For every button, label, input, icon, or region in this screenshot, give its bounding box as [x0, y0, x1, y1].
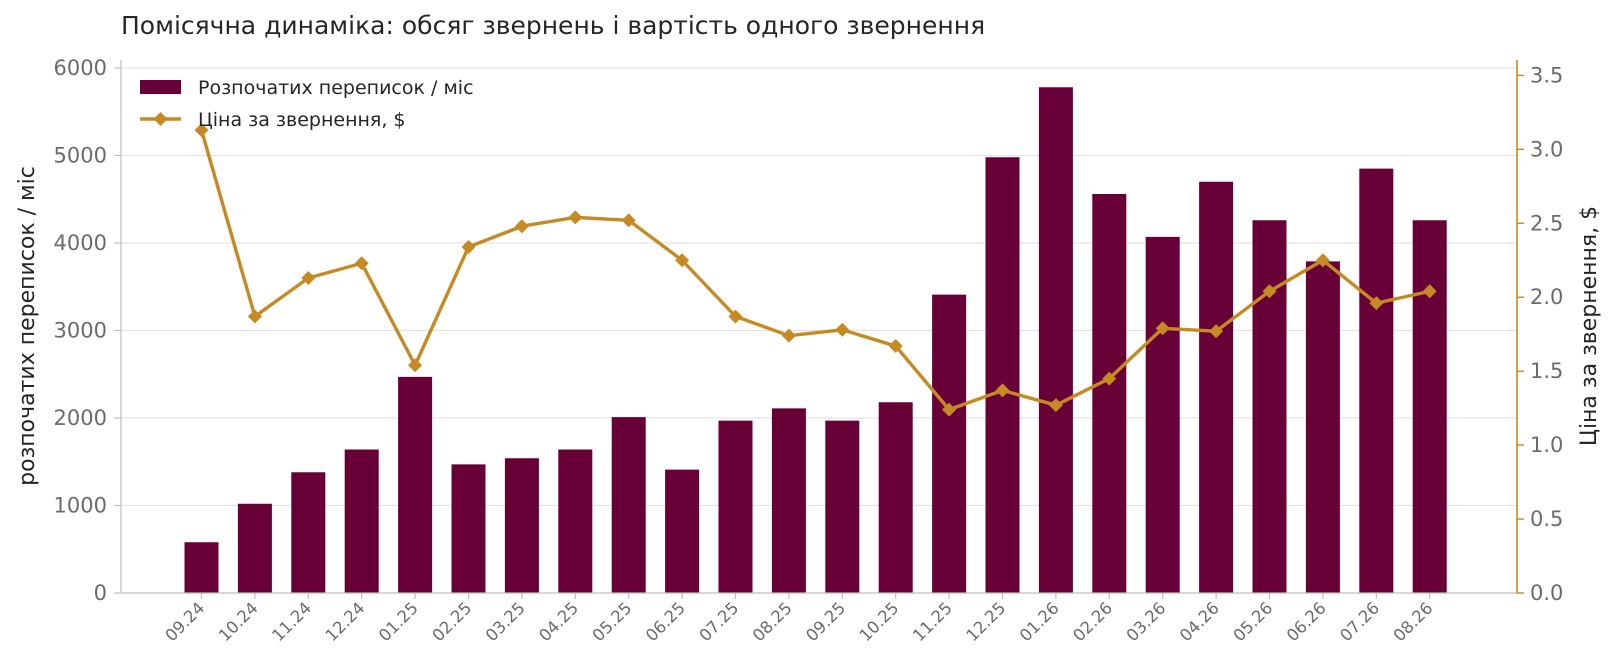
x-tick-label: 01.25: [375, 598, 422, 645]
legend-line-marker: [153, 112, 168, 126]
price-point: [621, 213, 636, 228]
x-tick-label: 12.25: [962, 598, 1009, 645]
bar: [1412, 220, 1447, 593]
x-tick-label: 04.25: [535, 598, 582, 645]
bar-series: [184, 87, 1447, 593]
price-point: [194, 123, 209, 138]
x-tick-label: 07.25: [695, 598, 742, 645]
bar: [611, 417, 646, 593]
price-point: [1315, 253, 1330, 268]
right-tick-label: 2.5: [1530, 211, 1563, 235]
price-point: [1102, 371, 1117, 386]
x-tick-label: 02.25: [428, 598, 475, 645]
left-tick-label: 5000: [54, 144, 107, 168]
bar: [291, 472, 326, 593]
bar: [665, 469, 700, 593]
bar: [504, 458, 539, 593]
x-tick-label: 05.26: [1229, 598, 1276, 645]
bar: [1199, 181, 1234, 593]
x-tick-label: 12.24: [322, 598, 369, 645]
x-tick-label: 06.26: [1283, 598, 1330, 645]
left-axis-label: розпочатих переписок / міс: [15, 166, 40, 486]
right-tick-label: 1.5: [1530, 359, 1563, 383]
bar: [825, 420, 860, 593]
bar: [1252, 220, 1287, 593]
x-tick-label: 06.25: [642, 598, 689, 645]
x-tick-label: 10.25: [856, 598, 903, 645]
left-tick-label: 4000: [54, 231, 107, 255]
x-tick-label: 03.25: [482, 598, 529, 645]
left-tick-label: 1000: [54, 494, 107, 518]
bar: [985, 157, 1020, 593]
price-point: [728, 309, 743, 324]
x-tick-label: 10.24: [215, 598, 262, 645]
price-point: [461, 239, 476, 254]
price-line: [199, 129, 1431, 412]
bar: [451, 464, 486, 593]
x-tick-label: 09.24: [161, 598, 208, 645]
price-point: [301, 271, 316, 285]
right-tick-label: 0.5: [1530, 507, 1563, 531]
x-tick-label: 01.26: [1016, 598, 1063, 645]
right-tick-label: 1.0: [1530, 433, 1563, 457]
left-tick-label: 3000: [54, 319, 107, 343]
x-tick-label: 05.25: [589, 598, 636, 645]
price-point: [514, 219, 529, 234]
bar: [1359, 168, 1394, 593]
price-point: [247, 309, 262, 324]
price-point: [1262, 284, 1277, 299]
chart-title: Помісячна динаміка: обсяг звернень і вар…: [121, 11, 985, 40]
bar: [344, 449, 379, 593]
bar: [237, 503, 272, 593]
legend-bar-label: Розпочатих переписок / міс: [198, 77, 474, 99]
right-tick-label: 3.5: [1530, 63, 1563, 87]
bar: [558, 449, 593, 593]
x-tick-label: 11.24: [268, 598, 315, 645]
legend-line-label: Ціна за звернення, $: [198, 109, 406, 131]
price-point: [1369, 296, 1384, 311]
bar: [771, 408, 806, 593]
x-tick-label: 11.25: [909, 598, 956, 645]
bar: [1305, 261, 1340, 593]
line-series: [194, 123, 1437, 417]
price-point: [408, 358, 423, 373]
price-point: [995, 383, 1010, 398]
price-point: [354, 256, 369, 271]
right-tick-label: 2.0: [1530, 285, 1563, 309]
price-point: [1048, 398, 1063, 413]
legend: Розпочатих переписок / міс Ціна за зверн…: [140, 77, 474, 131]
bar: [1092, 194, 1127, 593]
price-point: [1209, 324, 1224, 339]
left-tick-label: 6000: [54, 56, 107, 80]
bar: [878, 402, 913, 593]
price-point: [781, 328, 796, 343]
x-tick-label: 02.26: [1069, 598, 1116, 645]
x-tick-label: 03.26: [1123, 598, 1170, 645]
price-point: [1155, 321, 1170, 336]
x-tick-label: 09.25: [802, 598, 849, 645]
price-point: [1422, 284, 1437, 299]
bar: [1038, 87, 1073, 593]
x-tick-label: 07.26: [1336, 598, 1383, 645]
right-tick-label: 0.0: [1530, 581, 1563, 605]
left-tick-label: 2000: [54, 406, 107, 430]
bar: [1145, 236, 1180, 593]
price-point: [942, 402, 957, 417]
x-tick-label: 04.26: [1176, 598, 1223, 645]
bar: [718, 420, 753, 593]
bar: [932, 294, 967, 593]
bar: [184, 542, 219, 593]
price-point: [835, 322, 850, 337]
right-tick-label: 3.0: [1530, 137, 1563, 161]
price-point: [568, 210, 583, 225]
price-point: [888, 339, 903, 354]
right-axis-label: Ціна за звернення, $: [1577, 206, 1602, 446]
x-tick-label: 08.25: [749, 598, 796, 645]
left-tick-label: 0: [94, 581, 107, 605]
bar: [398, 376, 433, 593]
price-point: [675, 253, 690, 268]
legend-bar-swatch: [140, 80, 181, 94]
x-tick-label: 08.26: [1390, 598, 1437, 645]
